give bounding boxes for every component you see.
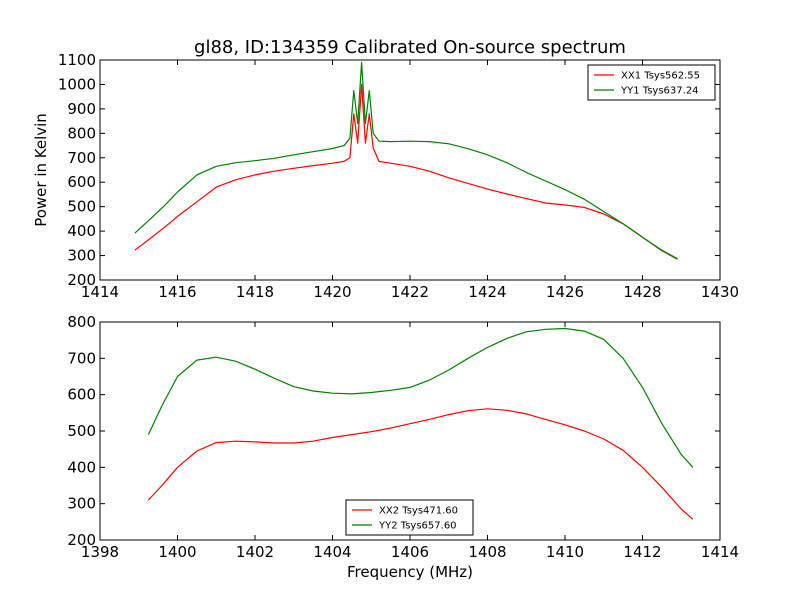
x-tick-label: 1402: [236, 543, 274, 561]
legend-label-1: XX1 Tsys562.55: [621, 71, 700, 82]
x-axis-label: Frequency (MHz): [347, 563, 473, 581]
y-tick-label: 700: [67, 349, 96, 367]
y-tick-label: 800: [67, 124, 96, 142]
bottom-plot: 1398 1400 1402 1404 1406 1408 1410 1412 1414 200 3…: [67, 313, 739, 581]
x-tick-label: 1400: [158, 543, 196, 561]
y-tick-label: 1100: [58, 51, 96, 69]
y-axis-label: Power in Kelvin: [32, 113, 50, 227]
y-tick-label: 400: [67, 458, 96, 476]
x-tick-label: 1410: [546, 543, 584, 561]
x-tick-label: 1404: [313, 543, 351, 561]
y-tick-label: 500: [67, 198, 96, 216]
x-tick-label: 1414: [701, 543, 739, 561]
legend-box: [587, 64, 716, 101]
x-tick-label: 1420: [313, 283, 351, 301]
legend-label-2: YY2 Tsys657.60: [378, 521, 457, 532]
y-tick-label: 300: [67, 495, 96, 513]
y-tick-label: 400: [67, 222, 96, 240]
x-tick-label: 1418: [236, 283, 274, 301]
y-tick-label: 1000: [58, 75, 96, 93]
x-tick-label: 1422: [391, 283, 429, 301]
x-tick-label: 1406: [391, 543, 429, 561]
y-tick-label: 500: [67, 422, 96, 440]
y-tick-label: 600: [67, 386, 96, 404]
series-line-1: [147, 408, 694, 520]
x-tick-label: 1416: [158, 283, 196, 301]
y-tick-label: 300: [67, 247, 96, 265]
y-tick-label: 900: [67, 100, 96, 118]
y-tick-label: 200: [67, 271, 96, 289]
x-tick-label: 1428: [623, 283, 661, 301]
legend-box: [345, 499, 474, 536]
legend-label-2: YY1 Tsys637.24: [620, 86, 699, 97]
x-tick-label: 1424: [468, 283, 506, 301]
y-tick-label: 200: [67, 531, 96, 549]
x-tick-label: 1426: [546, 283, 584, 301]
x-tick-label: 1430: [701, 283, 739, 301]
x-tick-label: 1412: [623, 543, 661, 561]
series-line-2: [147, 327, 694, 468]
series-line-1: [134, 83, 678, 260]
legend: XX2 Tsys471.60 YY2 Tsys657.60: [345, 499, 474, 536]
top-plot: 1414 1416 1418 1420 1422 1424 1426 1428 1430 200 3…: [32, 51, 739, 301]
x-tick-label: 1414: [81, 283, 119, 301]
chart-title: gl88, ID:134359 Calibrated On-source spe…: [194, 37, 626, 58]
y-tick-label: 600: [67, 173, 96, 191]
x-tick-label: 1398: [81, 543, 119, 561]
legend: XX1 Tsys562.55 YY1 Tsys637.24: [587, 64, 716, 101]
series-line-2: [134, 61, 678, 260]
y-tick-label: 800: [67, 313, 96, 331]
x-tick-label: 1408: [468, 543, 506, 561]
legend-label-1: XX2 Tsys471.60: [379, 506, 458, 517]
y-tick-label: 700: [67, 149, 96, 167]
